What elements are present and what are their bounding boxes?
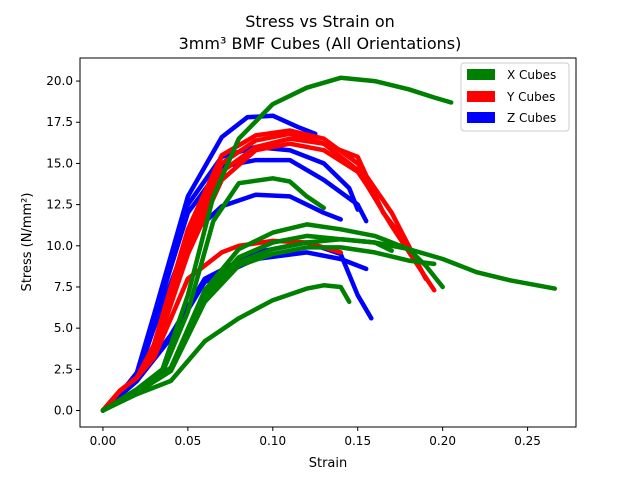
legend-swatch-z (467, 112, 495, 123)
chart-title-line2: 3mm³ BMF Cubes (All Orientations) (179, 34, 462, 53)
y-tick-label: 12.5 (46, 198, 73, 212)
x-tick-label: 0.15 (344, 434, 371, 448)
y-axis-label: Stress (N/mm²) (20, 193, 35, 292)
x-axis-ticks: 0.00 0.05 0.10 0.15 0.20 0.25 (90, 427, 541, 448)
x-tick-label: 0.05 (175, 434, 202, 448)
legend-label-z: Z Cubes (507, 111, 556, 125)
legend-swatch-x (467, 69, 495, 80)
x-tick-label: 0.25 (514, 434, 541, 448)
y-tick-label: 15.0 (46, 156, 73, 170)
y-tick-label: 0.0 (54, 404, 73, 418)
series-line-y-cubes-10 (100, 238, 343, 413)
legend-swatch-y (467, 91, 495, 102)
series-layer (100, 75, 558, 413)
y-tick-label: 2.5 (54, 362, 73, 376)
y-tick-label: 17.5 (46, 115, 73, 129)
series-line-x-cubes-16 (100, 245, 437, 413)
x-axis-label: Strain (309, 456, 348, 471)
legend: X Cubes Y Cubes Z Cubes (460, 62, 570, 132)
x-tick-label: 0.10 (259, 434, 286, 448)
y-tick-label: 20.0 (46, 74, 73, 88)
y-tick-label: 10.0 (46, 239, 73, 253)
plot-frame (79, 57, 577, 428)
x-tick-label: 0.00 (90, 434, 117, 448)
series-line-x-cubes-17 (100, 283, 352, 413)
series-line-z-cubes-5 (100, 250, 369, 413)
legend-label-y: Y Cubes (506, 90, 555, 104)
y-tick-label: 7.5 (54, 280, 73, 294)
legend-label-x: X Cubes (507, 68, 556, 82)
y-axis-ticks: 0.0 2.5 5.0 7.5 10.0 12.5 15.0 17.5 20.0 (46, 74, 80, 418)
y-tick-label: 5.0 (54, 321, 73, 335)
chart-title-line1: Stress vs Strain on (245, 12, 395, 31)
x-tick-label: 0.20 (429, 434, 456, 448)
